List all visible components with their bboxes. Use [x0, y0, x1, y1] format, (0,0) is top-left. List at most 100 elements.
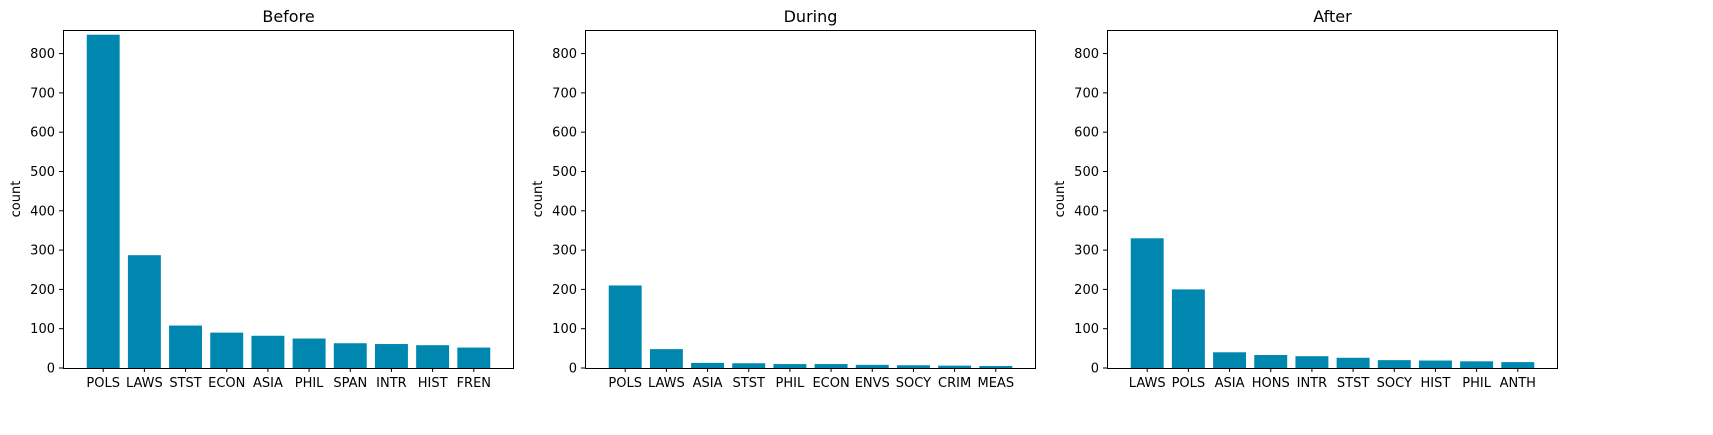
bar-span	[333, 343, 367, 368]
x-tick-label: STST	[169, 376, 201, 391]
y-tick-label: 100	[30, 322, 55, 337]
panel-title: After	[1313, 7, 1352, 26]
x-tick-label: SPAN	[333, 376, 367, 391]
bar-laws	[649, 349, 683, 368]
bar-intr	[374, 344, 408, 368]
x-tick-label: ECON	[812, 376, 849, 391]
y-tick-label: 0	[47, 362, 55, 377]
bar-fren	[457, 347, 491, 368]
y-tick-label: 300	[30, 244, 55, 259]
x-tick-label: CRIM	[938, 376, 971, 391]
panel-after: After count LAWS POLS ASIA HONS INTR STST SOCY…	[1053, 7, 1558, 391]
y-tick-label: 200	[1074, 283, 1099, 298]
x-tick-label: LAWS	[1129, 376, 1166, 391]
panel-during: During count POLS LAWS ASIA STST PHIL ECON ENV…	[531, 7, 1036, 391]
y-tick-label: 700	[1074, 86, 1099, 101]
y-tick-label: 0	[569, 362, 577, 377]
y-tick-label: 700	[552, 86, 577, 101]
bar-pols	[86, 34, 120, 368]
y-tick-label: 500	[1074, 165, 1099, 180]
x-tick-label: POLS	[86, 376, 120, 391]
y-tick-label: 500	[552, 165, 577, 180]
x-tick-label: PHIL	[1462, 376, 1491, 391]
y-tick-label: 300	[552, 244, 577, 259]
bar-envs	[855, 364, 889, 368]
y-tick-label: 400	[1074, 204, 1099, 219]
bar-socy	[1377, 360, 1411, 368]
bar-asia	[691, 362, 725, 368]
bar-stst	[1336, 357, 1370, 368]
x-tick-label: INTR	[376, 376, 407, 391]
x-tick-label: ENVS	[855, 376, 890, 391]
y-axis-label: count	[9, 181, 24, 218]
bar-pols	[1171, 289, 1205, 368]
y-tick-label: 600	[30, 126, 55, 141]
x-tick-label: INTR	[1297, 376, 1328, 391]
y-axis-label: count	[1053, 181, 1068, 218]
x-tick-label: PHIL	[295, 376, 324, 391]
x-tick-label: ECON	[208, 376, 245, 391]
y-tick-label: 700	[30, 86, 55, 101]
bar-stst	[169, 325, 203, 368]
bar-stst	[732, 363, 766, 368]
y-tick-label: 0	[1091, 362, 1099, 377]
y-tick-label: 100	[552, 322, 577, 337]
x-tick-label: LAWS	[648, 376, 685, 391]
y-tick-label: 400	[552, 204, 577, 219]
y-tick-label: 800	[1074, 47, 1099, 62]
bar-crim	[938, 365, 972, 368]
x-tick-label: MEAS	[978, 376, 1015, 391]
panel-title: During	[784, 7, 838, 26]
y-tick-label: 200	[552, 283, 577, 298]
x-tick-label: ASIA	[253, 376, 283, 391]
bar-econ	[210, 332, 244, 368]
x-tick-label: ASIA	[693, 376, 723, 391]
plot-frame	[1107, 30, 1558, 369]
x-tick-label: SOCY	[896, 376, 931, 391]
bar-hons	[1254, 355, 1288, 368]
bar-phil	[1460, 361, 1494, 368]
x-tick-label: FREN	[457, 376, 491, 391]
x-tick-label: HIST	[418, 376, 448, 391]
y-tick-label: 600	[552, 126, 577, 141]
y-tick-label: 400	[30, 204, 55, 219]
x-tick-label: STST	[733, 376, 765, 391]
x-tick-label: ANTH	[1500, 376, 1536, 391]
bar-hist	[416, 345, 450, 368]
y-tick-label: 100	[1074, 322, 1099, 337]
y-axis-label: count	[531, 181, 546, 218]
x-tick-label: LAWS	[126, 376, 163, 391]
bar-pols	[608, 285, 642, 368]
bar-socy	[896, 365, 930, 368]
bar-asia	[251, 335, 285, 368]
panel-title: Before	[262, 7, 314, 26]
y-tick-label: 500	[30, 165, 55, 180]
y-tick-label: 800	[30, 47, 55, 62]
x-tick-label: PHIL	[776, 376, 805, 391]
y-tick-label: 600	[1074, 126, 1099, 141]
bar-laws	[127, 255, 161, 368]
bar-econ	[814, 364, 848, 368]
x-tick-label: POLS	[1172, 376, 1206, 391]
bar-phil	[292, 338, 326, 368]
plot-frame	[585, 30, 1036, 369]
y-tick-label: 300	[1074, 244, 1099, 259]
x-tick-label: HONS	[1252, 376, 1290, 391]
x-tick-label: POLS	[608, 376, 642, 391]
y-tick-label: 200	[30, 283, 55, 298]
bar-laws	[1130, 238, 1164, 368]
bar-phil	[773, 364, 807, 368]
bar-asia	[1213, 352, 1247, 368]
x-tick-label: ASIA	[1215, 376, 1245, 391]
x-tick-label: STST	[1337, 376, 1369, 391]
bar-anth	[1501, 362, 1535, 368]
bar-intr	[1295, 356, 1329, 368]
bar-hist	[1418, 360, 1452, 368]
bar-meas	[979, 366, 1013, 368]
plot-frame	[63, 30, 514, 369]
panel-before: Before count POLS LAWS STST ECON ASIA PHIL SPA…	[9, 7, 514, 391]
x-tick-label: SOCY	[1377, 376, 1412, 391]
y-tick-label: 800	[552, 47, 577, 62]
x-tick-label: HIST	[1421, 376, 1451, 391]
